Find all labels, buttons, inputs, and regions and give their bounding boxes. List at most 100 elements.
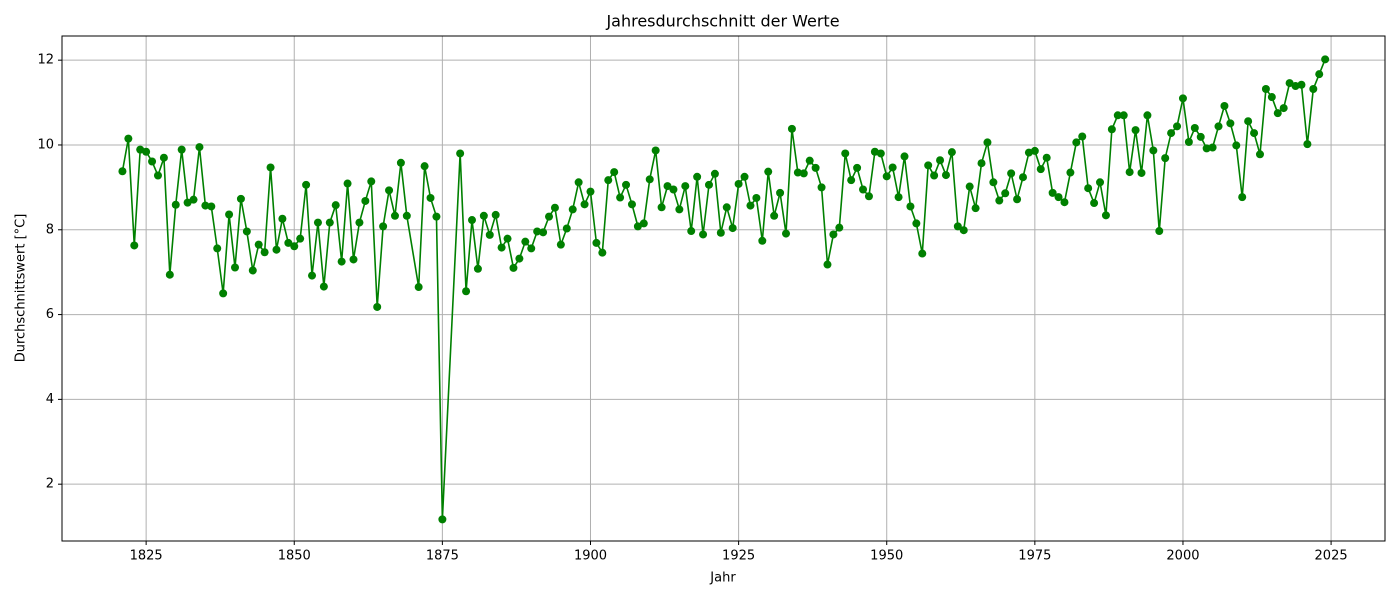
data-point xyxy=(1173,122,1182,131)
data-point xyxy=(906,202,915,211)
data-point xyxy=(669,185,678,194)
data-point xyxy=(710,169,719,178)
data-point xyxy=(847,176,856,185)
y-tick-label: 2 xyxy=(46,477,54,492)
data-point xyxy=(1315,70,1324,79)
data-point xyxy=(124,134,133,143)
x-tick-label: 1950 xyxy=(870,549,903,564)
data-point xyxy=(325,218,334,227)
data-point xyxy=(201,201,210,210)
data-point xyxy=(681,182,690,191)
data-point xyxy=(1048,188,1057,197)
data-point xyxy=(699,230,708,239)
x-tick-label: 1850 xyxy=(278,549,311,564)
data-point xyxy=(936,156,945,165)
data-point xyxy=(296,234,305,243)
data-point xyxy=(610,168,619,177)
data-point xyxy=(1084,184,1093,193)
data-point xyxy=(1113,111,1122,120)
data-point xyxy=(1018,173,1027,182)
data-point xyxy=(1090,199,1099,208)
data-point xyxy=(485,230,494,239)
data-point xyxy=(894,193,903,202)
data-point xyxy=(1137,168,1146,177)
data-point xyxy=(953,222,962,231)
data-point xyxy=(811,163,820,172)
data-point xyxy=(704,180,713,189)
data-point xyxy=(1030,146,1039,155)
data-point xyxy=(657,203,666,212)
data-point xyxy=(1303,140,1312,149)
data-point xyxy=(841,149,850,158)
data-point xyxy=(1072,138,1081,147)
data-point xyxy=(817,183,826,192)
data-point xyxy=(266,163,275,172)
data-point xyxy=(633,222,642,231)
data-point xyxy=(195,143,204,152)
y-tick-label: 8 xyxy=(46,222,54,237)
data-point xyxy=(912,219,921,228)
data-point xyxy=(367,177,376,186)
data-point xyxy=(604,176,613,185)
data-point xyxy=(213,244,222,253)
data-point xyxy=(835,223,844,232)
data-point xyxy=(805,156,814,165)
data-point xyxy=(361,196,370,205)
data-point xyxy=(1273,109,1282,118)
data-point xyxy=(236,194,245,203)
data-point xyxy=(1036,165,1045,174)
data-point xyxy=(995,196,1004,205)
data-point xyxy=(254,240,263,249)
data-point xyxy=(746,201,755,210)
data-point xyxy=(622,180,631,189)
data-point xyxy=(1042,153,1051,162)
data-point xyxy=(219,289,228,298)
data-point xyxy=(859,185,868,194)
data-point xyxy=(390,211,399,220)
x-axis-label: Jahr xyxy=(709,571,736,586)
data-point xyxy=(473,264,482,273)
chart-title: Jahresdurchschnitt der Werte xyxy=(605,12,839,31)
data-point xyxy=(1131,126,1140,135)
data-point xyxy=(479,211,488,220)
data-point xyxy=(456,149,465,158)
data-point xyxy=(693,172,702,181)
x-tick-label: 2000 xyxy=(1166,549,1199,564)
data-point xyxy=(290,242,299,251)
data-point xyxy=(165,270,174,279)
data-point xyxy=(248,266,257,275)
data-point xyxy=(183,198,192,207)
data-point xyxy=(1214,122,1223,131)
data-point xyxy=(853,163,862,172)
data-line xyxy=(121,59,1326,520)
data-point xyxy=(663,182,672,191)
data-point xyxy=(302,180,311,189)
data-point xyxy=(799,169,808,178)
data-point xyxy=(379,222,388,231)
data-point xyxy=(758,236,767,245)
data-point xyxy=(823,260,832,269)
data-point xyxy=(716,228,725,237)
data-point xyxy=(1149,146,1158,155)
data-point xyxy=(1096,178,1105,187)
data-point xyxy=(550,203,559,212)
data-point xyxy=(675,205,684,214)
data-point xyxy=(1125,168,1134,177)
data-point xyxy=(533,227,542,236)
data-point xyxy=(598,248,607,257)
y-tick-label: 6 xyxy=(46,307,54,322)
data-point xyxy=(171,200,180,209)
data-point xyxy=(515,254,524,263)
data-point xyxy=(930,171,939,180)
data-point xyxy=(545,212,554,221)
data-point xyxy=(1060,198,1069,207)
data-point xyxy=(1190,124,1199,133)
data-point xyxy=(734,179,743,188)
data-point xyxy=(592,238,601,247)
data-point xyxy=(947,148,956,157)
data-point xyxy=(1167,129,1176,138)
data-point xyxy=(385,186,394,195)
data-point xyxy=(752,193,761,202)
data-point xyxy=(876,149,885,158)
data-point xyxy=(337,257,346,266)
